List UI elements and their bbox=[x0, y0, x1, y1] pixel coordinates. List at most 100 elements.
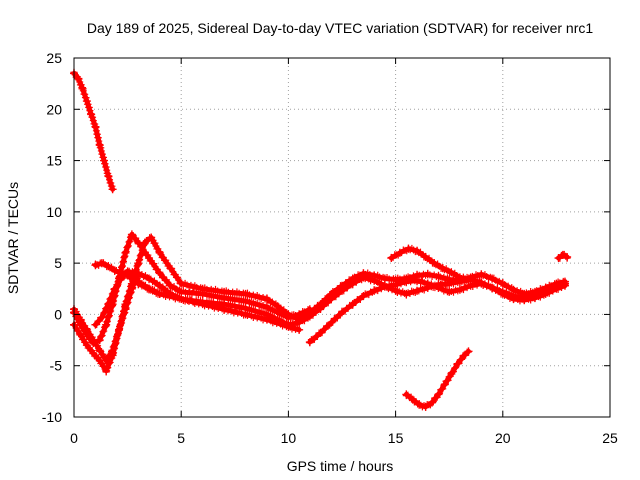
data-point bbox=[563, 252, 572, 261]
data-point bbox=[338, 308, 346, 317]
data-point bbox=[391, 280, 400, 289]
data-point bbox=[554, 254, 563, 263]
data-point bbox=[121, 248, 130, 257]
data-point bbox=[241, 297, 250, 306]
y-axis-label: SDTVAR / TECUs bbox=[5, 182, 21, 294]
x-tick-label: 15 bbox=[388, 430, 404, 446]
data-point bbox=[488, 283, 497, 292]
data-point bbox=[145, 254, 154, 263]
data-point bbox=[110, 266, 119, 275]
data-point bbox=[91, 261, 100, 270]
data-point bbox=[262, 315, 271, 324]
data-point bbox=[413, 276, 422, 285]
data-point bbox=[338, 281, 346, 290]
y-tick-label: 25 bbox=[46, 50, 62, 66]
series-track-6 bbox=[91, 259, 164, 298]
data-point bbox=[413, 286, 422, 295]
data-point bbox=[413, 246, 422, 255]
data-point bbox=[82, 341, 91, 350]
data-point bbox=[327, 289, 336, 298]
data-point bbox=[438, 264, 447, 273]
x-tick-label: 0 bbox=[70, 430, 78, 446]
data-point bbox=[127, 230, 136, 239]
data-point bbox=[447, 369, 456, 378]
data-point bbox=[488, 274, 497, 283]
data-point bbox=[108, 185, 117, 194]
data-point bbox=[95, 346, 104, 355]
data-point bbox=[91, 122, 100, 131]
data-point bbox=[440, 380, 449, 389]
data-point bbox=[117, 269, 126, 278]
data-point bbox=[87, 110, 96, 119]
data-point bbox=[445, 275, 454, 284]
data-point bbox=[434, 272, 443, 281]
data-point bbox=[198, 289, 207, 298]
data-point bbox=[453, 359, 462, 368]
chart-title: Day 189 of 2025, Sidereal Day-to-day VTE… bbox=[87, 20, 593, 36]
data-point bbox=[447, 268, 456, 277]
data-point bbox=[558, 250, 567, 259]
data-point bbox=[359, 269, 368, 278]
series-track-8 bbox=[387, 244, 473, 284]
data-point bbox=[104, 171, 113, 180]
data-point bbox=[295, 325, 304, 334]
data-point bbox=[134, 259, 143, 268]
data-point bbox=[430, 259, 439, 268]
data-point bbox=[130, 269, 139, 278]
data-point bbox=[95, 336, 104, 345]
data-point bbox=[155, 269, 164, 278]
data-point bbox=[477, 279, 486, 288]
data-point bbox=[316, 328, 325, 337]
y-tick-label: -5 bbox=[50, 358, 63, 374]
data-point bbox=[445, 287, 454, 296]
data-point bbox=[82, 330, 91, 339]
data-point bbox=[359, 291, 368, 300]
data-point bbox=[102, 366, 111, 375]
data-point bbox=[327, 318, 336, 327]
data-point bbox=[509, 285, 518, 294]
x-axis-label: GPS time / hours bbox=[287, 458, 394, 474]
data-point bbox=[198, 300, 207, 309]
tick-labels: 0 5 10 15 20 25 -10 -5 0 5 10 15 20 25 bbox=[42, 50, 618, 446]
data-point bbox=[89, 349, 98, 358]
data-point bbox=[155, 248, 164, 257]
data-point bbox=[520, 296, 529, 305]
data-point bbox=[387, 254, 396, 263]
series-layer bbox=[70, 68, 572, 411]
data-point bbox=[82, 97, 91, 106]
ticks bbox=[73, 57, 611, 418]
data-point bbox=[97, 313, 106, 322]
data-point bbox=[262, 303, 271, 312]
data-point bbox=[477, 270, 486, 279]
data-point bbox=[177, 279, 186, 288]
y-tick-label: 20 bbox=[46, 101, 62, 117]
data-point bbox=[95, 141, 104, 150]
data-point bbox=[76, 320, 85, 329]
data-point bbox=[370, 286, 379, 295]
data-point bbox=[464, 275, 473, 284]
series-track-1 bbox=[70, 68, 117, 194]
data-point bbox=[155, 289, 164, 298]
y-tick-label: 0 bbox=[54, 306, 62, 322]
data-point bbox=[560, 281, 569, 290]
data-point bbox=[74, 74, 83, 83]
y-tick-label: 10 bbox=[46, 204, 62, 220]
data-point bbox=[509, 295, 518, 304]
data-point bbox=[102, 320, 111, 329]
data-point bbox=[348, 274, 357, 283]
data-point bbox=[241, 289, 250, 298]
data-point bbox=[104, 262, 113, 271]
data-point bbox=[541, 289, 550, 298]
data-point bbox=[415, 400, 424, 409]
data-point bbox=[155, 281, 164, 290]
data-point bbox=[100, 156, 109, 165]
data-point bbox=[147, 233, 156, 242]
data-point bbox=[102, 356, 111, 365]
data-point bbox=[498, 289, 507, 298]
data-point bbox=[402, 277, 411, 286]
data-point bbox=[380, 282, 389, 291]
series-track-9 bbox=[402, 347, 473, 411]
y-tick-label: 15 bbox=[46, 153, 62, 169]
data-point bbox=[552, 284, 561, 293]
